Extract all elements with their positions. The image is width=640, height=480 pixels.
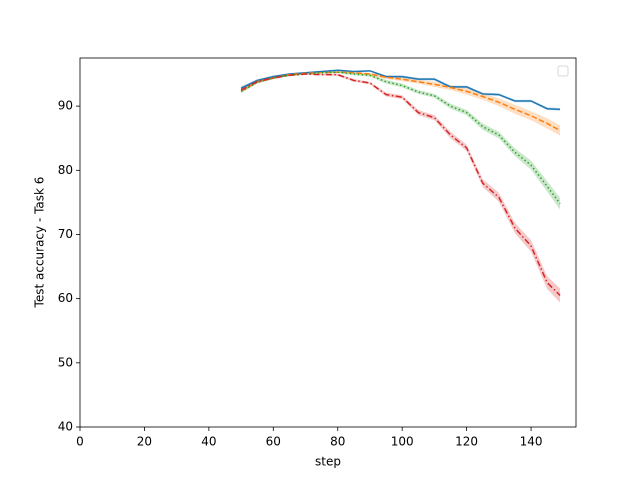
series-line xyxy=(240,71,561,205)
plot-frame xyxy=(79,57,577,428)
y-tick-label: 40 xyxy=(58,420,73,434)
x-tick-label: 20 xyxy=(137,435,152,449)
x-tick-label: 60 xyxy=(266,435,281,449)
x-tick-label: 120 xyxy=(455,435,478,449)
y-tick-label: 50 xyxy=(58,355,73,369)
y-tick-label: 80 xyxy=(58,163,73,177)
x-tick-label: 80 xyxy=(330,435,345,449)
x-tick-label: 0 xyxy=(76,435,84,449)
x-tick-label: 140 xyxy=(520,435,543,449)
x-tick-label: 100 xyxy=(391,435,414,449)
y-tick-label: 90 xyxy=(58,99,73,113)
legend-box xyxy=(557,65,569,77)
error-band xyxy=(241,69,561,111)
y-axis-label: Test accuracy - Task 6 xyxy=(33,177,47,309)
y-tick-label: 70 xyxy=(58,227,73,241)
x-axis-label: step xyxy=(315,455,341,469)
y-tick-label: 60 xyxy=(58,291,73,305)
x-tick-label: 40 xyxy=(201,435,216,449)
